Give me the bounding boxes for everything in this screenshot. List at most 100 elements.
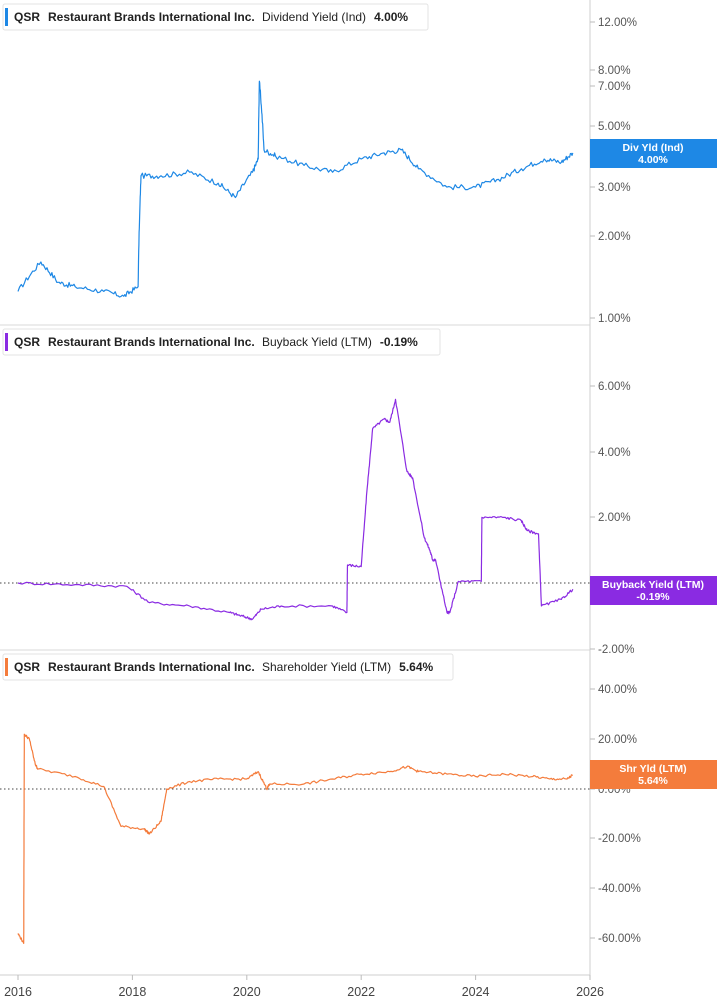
value-tag-label: Buyback Yield (LTM) (602, 579, 704, 591)
value-tag-label: Div Yld (Ind) (622, 142, 683, 154)
x-tick-label: 2024 (462, 985, 490, 999)
y-tick-label: 3.00% (598, 182, 631, 194)
value-tag-bg (590, 139, 717, 168)
data-point (332, 605, 333, 606)
data-point (532, 776, 533, 777)
data-point (103, 786, 104, 787)
legend-box (2, 3, 429, 31)
data-point (384, 152, 385, 153)
panel-3: -60.00%-40.00%-20.00%0.00%20.00%40.00%QS… (0, 653, 717, 945)
data-point (218, 778, 219, 779)
legend-color-swatch (5, 333, 8, 351)
data-point (35, 764, 36, 765)
y-tick-label: -2.00% (598, 644, 634, 656)
data-point (361, 158, 362, 159)
data-point (149, 602, 150, 603)
data-point (401, 149, 402, 150)
legend: QSR Restaurant Brands International Inc. S… (2, 653, 454, 681)
series-line (17, 80, 574, 298)
y-tick-label: 4.00% (598, 447, 631, 459)
data-point (149, 833, 150, 834)
data-point (389, 771, 390, 772)
data-point (498, 179, 499, 180)
value-tag-bg (590, 576, 717, 605)
y-tick-label: 2.00% (598, 512, 631, 524)
data-point (266, 788, 267, 789)
legend-box (2, 653, 454, 681)
data-point (37, 769, 38, 770)
data-point (166, 788, 167, 789)
x-tick-label: 2018 (118, 985, 146, 999)
data-point (549, 778, 550, 779)
x-axis: 2016 2018 2020 2022 2024 2026 (4, 975, 604, 999)
data-point (541, 605, 542, 606)
data-point (384, 418, 385, 419)
data-point (17, 582, 18, 583)
y-tick-label: 1.00% (598, 313, 631, 325)
data-point (23, 943, 24, 944)
y-tick-label: 20.00% (598, 734, 637, 746)
data-point (389, 422, 390, 423)
value-tag: Div Yld (Ind)4.00% (590, 139, 717, 168)
data-point (406, 471, 407, 472)
value-tag-value: 5.64% (638, 775, 668, 787)
legend-company: Restaurant Brands International Inc. (48, 660, 255, 674)
x-tick-label: 2022 (347, 985, 375, 999)
legend-value: 4.00% (374, 10, 408, 24)
y-tick-label: 7.00% (598, 81, 631, 93)
data-point (143, 828, 144, 829)
data-point (406, 766, 407, 767)
y-tick-label: -20.00% (598, 833, 641, 845)
data-point (527, 530, 528, 531)
data-point (269, 783, 270, 784)
data-point (481, 517, 482, 518)
data-point (160, 175, 161, 176)
data-point (120, 826, 121, 827)
y-tick-label: 2.00% (598, 231, 631, 243)
data-point (481, 581, 482, 582)
series-line (17, 733, 574, 944)
legend-company: Restaurant Brands International Inc. (48, 10, 255, 24)
data-point (572, 589, 573, 590)
data-point (24, 734, 25, 735)
data-point (521, 520, 522, 521)
data-point (412, 477, 413, 478)
data-point (75, 584, 76, 585)
legend-metric: Buyback Yield (LTM) (262, 335, 372, 349)
data-point (449, 612, 450, 613)
data-point (544, 158, 545, 159)
value-tag: Buyback Yield (LTM)-0.19% (590, 576, 717, 605)
series-line (17, 398, 574, 621)
data-point (103, 291, 104, 292)
data-point (281, 605, 282, 606)
data-point (475, 187, 476, 188)
value-tag-label: Shr Yld (LTM) (619, 763, 686, 775)
legend-color-swatch (5, 8, 8, 26)
data-point (561, 599, 562, 600)
legend-value: -0.19% (380, 335, 418, 349)
data-point (303, 783, 304, 784)
data-point (252, 619, 253, 620)
value-tag-value: 4.00% (638, 154, 668, 166)
data-point (332, 172, 333, 173)
data-point (366, 491, 367, 492)
data-point (140, 175, 141, 176)
data-point (40, 261, 41, 262)
data-point (475, 776, 476, 777)
legend-ticker: QSR (14, 660, 40, 674)
legend-box (2, 328, 441, 356)
data-point (229, 612, 230, 613)
data-point (458, 581, 459, 582)
data-point (241, 615, 242, 616)
data-point (160, 821, 161, 822)
data-point (235, 197, 236, 198)
data-point (572, 152, 573, 153)
legend-value: 5.64% (399, 660, 433, 674)
y-tick-label: -40.00% (598, 883, 641, 895)
data-point (418, 168, 419, 169)
data-point (424, 537, 425, 538)
legend-metric: Dividend Yield (Ind) (262, 10, 366, 24)
data-point (372, 428, 373, 429)
data-point (189, 605, 190, 606)
